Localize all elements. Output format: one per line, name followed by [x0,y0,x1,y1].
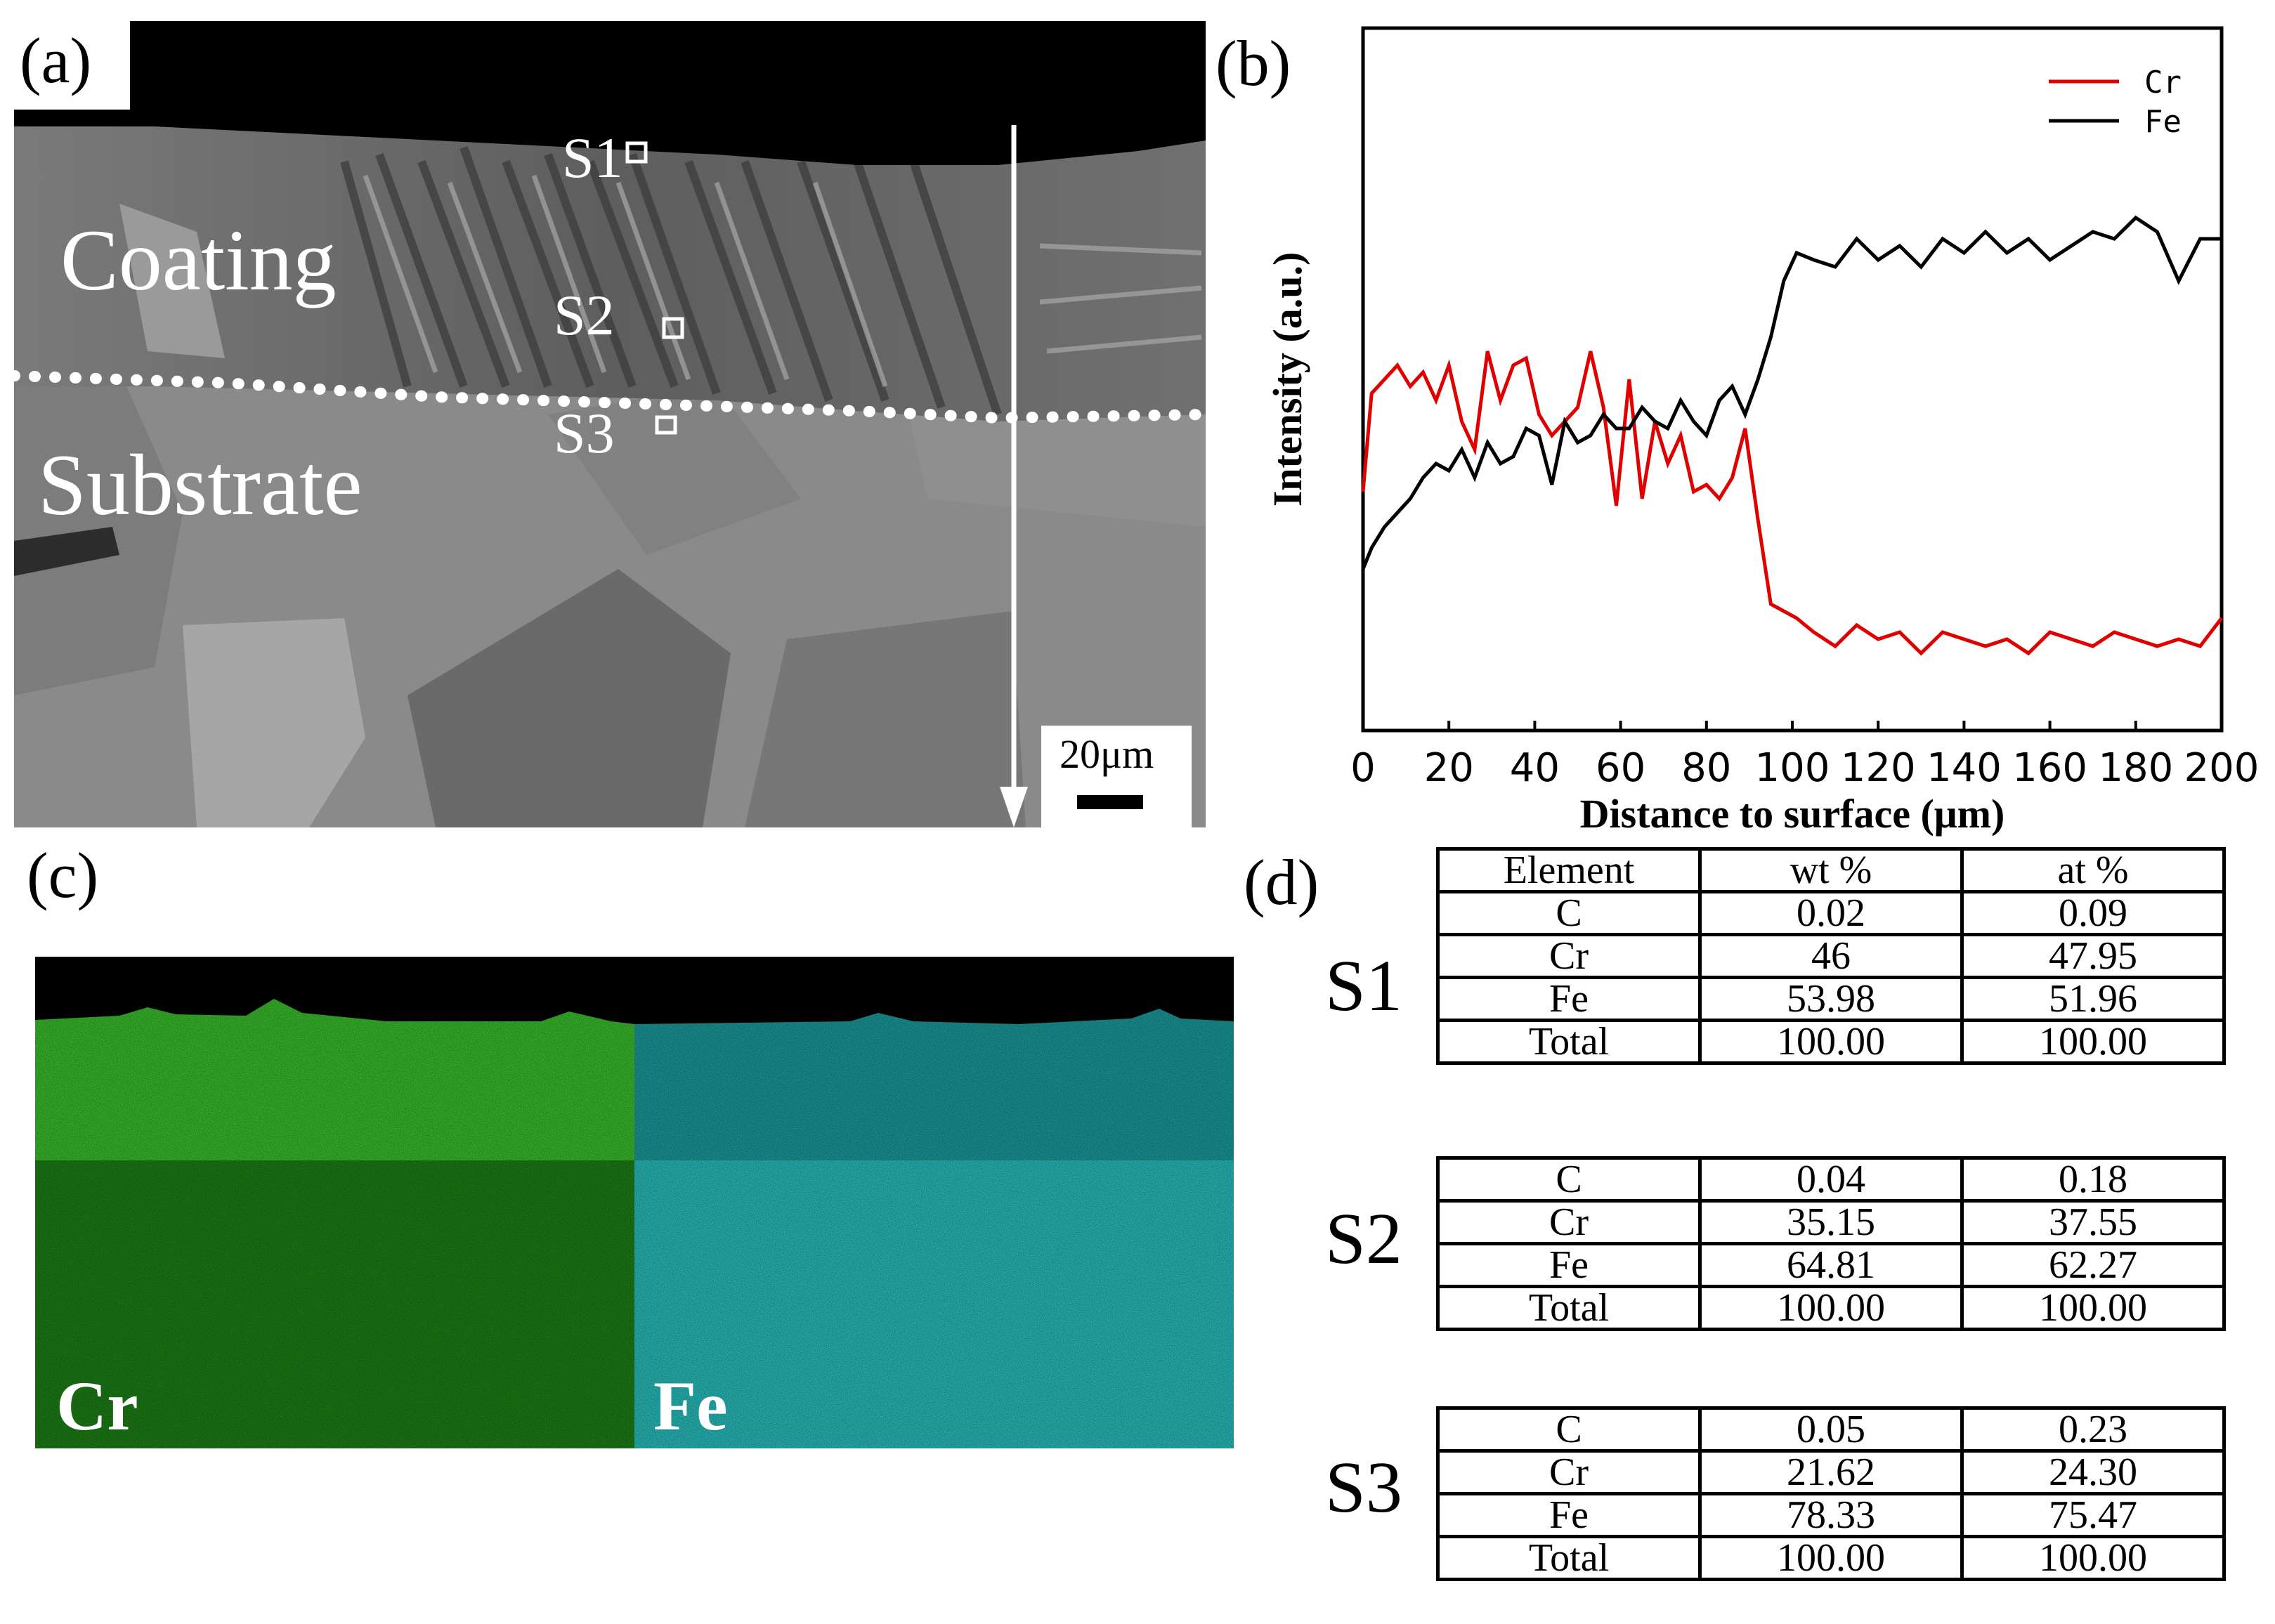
x-axis-ticks: 0 20 40 60 80 100 120 140 160 180 200 [1350,721,2259,791]
point-label-s1: S1 [562,126,623,190]
cell-at: 62.27 [1960,1242,2226,1288]
table-row: C 0.02 0.09 [1436,890,2226,936]
sem-image: (a) Coating Substrate S1 S2 S3 20μm [14,21,1206,827]
cell-element: C [1436,890,1702,936]
cell-wt: 100.00 [1698,1285,1964,1331]
table-row: Fe 64.81 62.27 [1436,1242,2226,1288]
eds-table-s3: C 0.05 0.23 Cr 21.62 24.30 Fe 78.33 75.47 Tota… [1436,1406,2226,1581]
table-row: Cr 46 47.95 [1436,933,2226,979]
cell-element: Fe [1436,976,1702,1022]
table-row: C 0.05 0.23 [1436,1406,2226,1453]
series-line-fe [1361,215,2222,570]
cell-element: Cr [1436,933,1702,979]
panel-label-d: (d) [1244,846,1319,918]
cell-element: Fe [1436,1492,1702,1538]
substrate-label: Substrate [38,437,363,533]
cell-wt: 64.81 [1698,1242,1964,1288]
table-row: Total 100.00 100.00 [1436,1285,2226,1331]
cell-element: Total [1436,1019,1702,1065]
plot-frame [1361,26,2224,733]
cell-at: 0.18 [1960,1156,2226,1203]
cell-at: 100.00 [1960,1535,2226,1581]
cell-wt: 100.00 [1698,1535,1964,1581]
table-row: Fe 78.33 75.47 [1436,1492,2226,1538]
eds-map-label-cr: Cr [56,1367,138,1445]
cell-wt: 100.00 [1698,1019,1964,1065]
cell-at: 37.55 [1960,1199,2226,1245]
cell-element: C [1436,1406,1702,1453]
cell-at: 100.00 [1960,1019,2226,1065]
table-row: C 0.04 0.18 [1436,1156,2226,1203]
x-tick-label: 0 [1350,745,1376,791]
panel-label-c: (c) [27,839,99,911]
legend-label-cr: Cr [2144,65,2182,100]
scale-bar-label: 20μm [1060,731,1154,777]
x-tick-label: 200 [2184,745,2260,791]
cell-at: 47.95 [1960,933,2226,979]
x-tick-label: 20 [1424,745,1474,791]
x-tick-label: 180 [2098,745,2173,791]
eds-map: Cr Fe [35,957,1234,1448]
cell-wt: 46 [1698,933,1964,979]
cell-element: Cr [1436,1199,1702,1245]
cell-at: 51.96 [1960,976,2226,1022]
cell-at: 0.09 [1960,890,2226,936]
cell-element: Total [1436,1285,1702,1331]
header-at: at % [1960,847,2226,893]
cell-at: 24.30 [1960,1449,2226,1495]
cell-wt: 78.33 [1698,1492,1964,1538]
y-axis-label: Intensity (a.u.) [1265,252,1310,507]
cell-element: Total [1436,1535,1702,1581]
cell-at: 100.00 [1960,1285,2226,1331]
x-tick-label: 140 [1927,745,2002,791]
x-tick-label: 160 [2012,745,2087,791]
header-element: Element [1436,847,1702,893]
eds-table-s2: C 0.04 0.18 Cr 35.15 37.55 Fe 64.81 62.27 Tota… [1436,1156,2226,1331]
point-label-s2: S2 [554,283,615,347]
series-line-cr [1361,351,2223,656]
point-label-s3: S3 [554,401,615,465]
cell-element: Fe [1436,1242,1702,1288]
table-row: Fe 53.98 51.96 [1436,976,2226,1022]
cell-at: 0.23 [1960,1406,2226,1453]
panel-label-a: (a) [20,25,92,96]
sample-label-s3: S3 [1325,1447,1402,1528]
table-row: Cr 21.62 24.30 [1436,1449,2226,1495]
sem-micrograph [14,21,1206,827]
eds-map-label-fe: Fe [653,1367,728,1445]
table-row: Total 100.00 100.00 [1436,1019,2226,1065]
x-axis-label: Distance to surface (μm) [1580,791,2005,837]
sample-label-s2: S2 [1325,1198,1402,1279]
eds-map-image [35,957,1234,1448]
cell-at: 75.47 [1960,1492,2226,1538]
table-row: Total 100.00 100.00 [1436,1535,2226,1581]
panel-label-b: (b) [1215,27,1291,99]
cell-wt: 0.05 [1698,1406,1964,1453]
cell-element: C [1436,1156,1702,1203]
eds-table-s1: Element wt % at % C 0.02 0.09 Cr 46 47.95 Fe… [1436,847,2226,1065]
cell-wt: 0.02 [1698,890,1964,936]
x-tick-label: 120 [1841,745,1916,791]
coating-label: Coating [60,212,337,308]
table-header-row: Element wt % at % [1436,847,2226,893]
x-tick-label: 80 [1681,745,1731,791]
cell-wt: 35.15 [1698,1199,1964,1245]
cell-wt: 0.04 [1698,1156,1964,1203]
cell-element: Cr [1436,1449,1702,1495]
header-wt: wt % [1698,847,1964,893]
legend-label-fe: Fe [2144,104,2182,140]
line-scan-chart: 0 20 40 60 80 100 120 140 160 180 200 Distance to … [1265,26,2259,837]
x-tick-label: 40 [1510,745,1560,791]
sample-label-s1: S1 [1325,945,1402,1026]
x-tick-label: 100 [1755,745,1830,791]
cell-wt: 21.62 [1698,1449,1964,1495]
cell-wt: 53.98 [1698,976,1964,1022]
x-tick-label: 60 [1596,745,1645,791]
table-row: Cr 35.15 37.55 [1436,1199,2226,1245]
